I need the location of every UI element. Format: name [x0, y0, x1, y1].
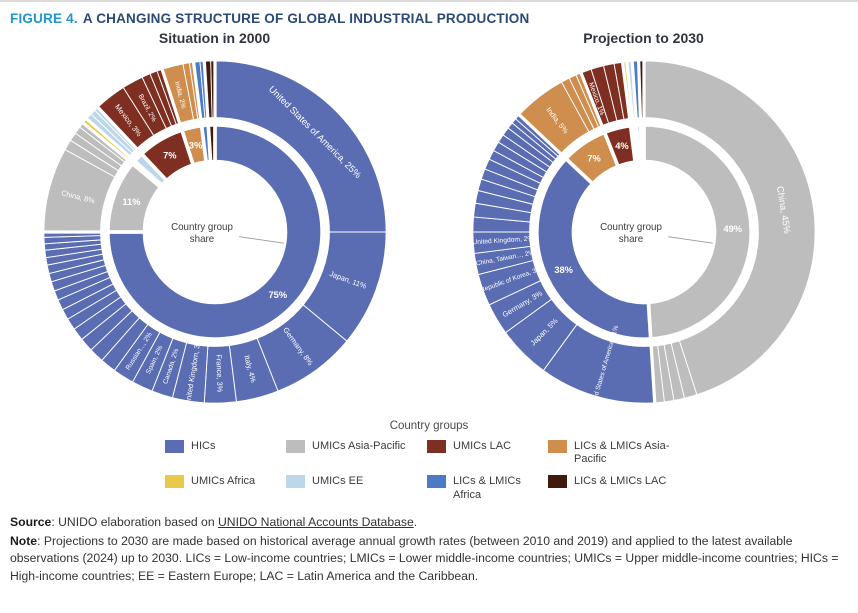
wedge-umics-asia-pacific [642, 125, 751, 339]
legend-swatch-lics-lmics-lac [548, 475, 567, 489]
group-separator [139, 152, 169, 183]
donut-2000: United States of America, 25% Japan, 11% G… [0, 46, 429, 418]
legend-swatch-hics [165, 440, 184, 453]
group-share-label: 3% [188, 140, 202, 150]
legend-item-lics-lmics-africa: LICs & LMICs Africa [427, 475, 542, 501]
group-separator [132, 159, 164, 188]
legend-item-hics: HICs [165, 440, 280, 466]
chart-title-2030: Projection to 2030 [583, 30, 704, 46]
source-link[interactable]: UNIDO National Accounts Database [217, 514, 414, 529]
legend-item-umics-lac: UMICs LAC [427, 440, 542, 466]
group-separator [205, 124, 212, 163]
group-separator [636, 59, 642, 120]
legend-swatch-umics-asia-pacific [286, 440, 305, 453]
group-separator [130, 161, 162, 189]
legend-label: UMICs Africa [191, 475, 256, 488]
country-label: France, 3% [214, 354, 224, 393]
wedge-hics [536, 158, 651, 339]
center-label-leader [238, 236, 284, 244]
legend-swatch-umics-ee [286, 475, 305, 489]
group-separator [602, 131, 620, 168]
legend-item-umics-ee: UMICs EE [286, 475, 421, 501]
group-separator [191, 60, 203, 121]
center-label-line2: share [189, 234, 213, 245]
source-text: : UNIDO elaboration based on [51, 514, 218, 529]
group-separator [179, 128, 195, 167]
legend-label: UMICs EE [312, 475, 364, 488]
group-separator [620, 60, 632, 121]
wedge-hics [107, 125, 322, 339]
legend: HICs UMICs Asia-Pacific UMICs LAC LICs & LM… [0, 440, 858, 502]
group-share-label: 7% [163, 151, 177, 161]
group-share-label: 75% [268, 290, 287, 300]
group-separator [648, 344, 656, 405]
center-label-line1: Country group [600, 222, 662, 233]
center-label-leader [667, 236, 713, 244]
group-separator [563, 156, 594, 186]
source-line: Source: UNIDO elaboration based on UNIDO… [10, 514, 844, 531]
group-separator [199, 124, 208, 164]
group-separator [634, 124, 641, 163]
group-separator [83, 116, 132, 159]
chart-title-2000: Situation in 2000 [158, 30, 271, 46]
group-share-label: 49% [723, 224, 742, 234]
legend-item-umics-asia-pacific: UMICs Asia-Pacific [286, 440, 421, 466]
legend-label: UMICs LAC [453, 440, 512, 452]
note-line: Note: Projections to 2030 are made based… [10, 533, 844, 585]
legend-item-lics-lmics-asia-pacific: LICs & LMICs Asia-Pacific [548, 440, 693, 466]
footer-notes: Source: UNIDO elaboration based on UNIDO… [0, 502, 858, 585]
charts-row: Situation in 2000 United States of Ameri… [0, 28, 858, 418]
wedge-china [643, 60, 816, 396]
group-separator [94, 104, 139, 152]
group-separator [646, 301, 653, 340]
center-label-line2: share [618, 234, 642, 245]
donut-svg: China, 45%United States of America, 11%J… [472, 59, 816, 411]
group-separator [629, 59, 638, 120]
legend-swatch-umics-lac [427, 440, 446, 453]
source-suffix: . [413, 514, 418, 529]
legend-label: LICs & LMICs LAC [574, 475, 667, 488]
group-share-label: 38% [554, 265, 573, 275]
country-label: United Kingdom, 2% [472, 235, 533, 246]
chart-2030: Projection to 2030 China, 45% United Stat… [429, 28, 858, 418]
legend-swatch-lics-lmics-africa [427, 475, 446, 489]
group-share-label: 11% [122, 197, 141, 207]
group-separator [630, 124, 639, 163]
group-separator [628, 124, 637, 164]
legend-label: UMICs Asia-Pacific [312, 440, 406, 452]
legend-label: LICs & LMICs Africa [453, 475, 521, 501]
group-share-label: 4% [615, 141, 629, 151]
group-separator [516, 112, 563, 157]
note-label: Note [10, 534, 38, 549]
figure-header: FIGURE 4. A CHANGING STRUCTURE OF GLOBAL … [0, 2, 858, 26]
legend-item-lics-lmics-lac: LICs & LMICs LAC [548, 475, 693, 501]
legend-swatch-lics-lmics-asia-pacific [548, 440, 567, 453]
figure-label: FIGURE 4. [10, 11, 78, 26]
group-share-label: 7% [587, 154, 601, 164]
legend-item-umics-africa: UMICs Africa [165, 475, 280, 501]
center-label-line1: Country group [171, 222, 233, 233]
donut-2030: China, 45% United States of America, 11% J… [429, 46, 858, 418]
group-separator [159, 66, 182, 126]
group-separator [578, 70, 604, 128]
group-separator [638, 124, 644, 163]
donut-svg: United States of America, 25%Japan, 11%G… [41, 59, 387, 406]
group-separator [202, 59, 210, 120]
legend-title: Country groups [389, 420, 469, 432]
figure-title: A CHANGING STRUCTURE OF GLOBAL INDUSTRIA… [82, 11, 530, 26]
source-label: Source [10, 514, 52, 529]
legend-swatch-umics-africa [165, 475, 184, 489]
group-separator [624, 59, 634, 121]
group-separator [80, 120, 129, 162]
legend-label: HICs [191, 440, 216, 452]
note-text: : Projections to 2030 are made based on … [10, 534, 839, 583]
legend-label: LICs & LMICs Asia-Pacific [574, 440, 670, 466]
chart-2000: Situation in 2000 United States of Ameri… [0, 28, 429, 418]
